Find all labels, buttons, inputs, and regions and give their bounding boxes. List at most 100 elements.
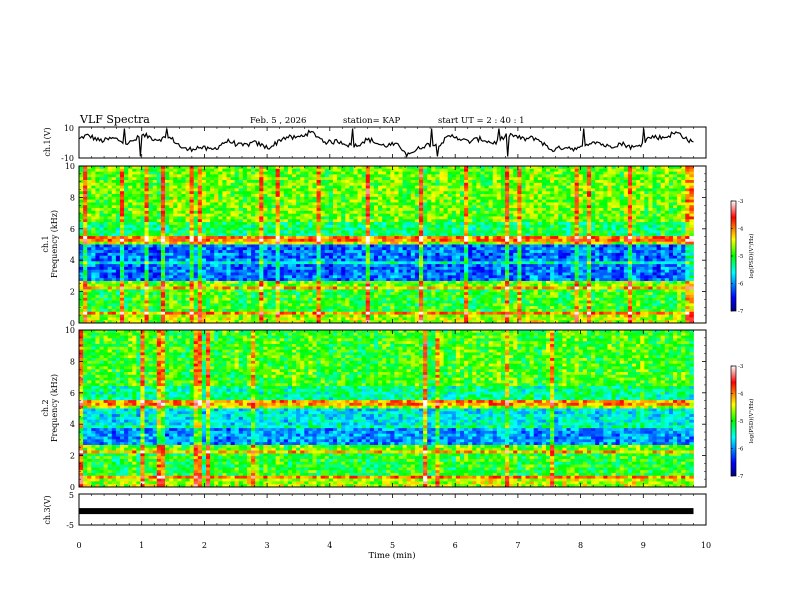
spectrogram-cell [386, 202, 391, 206]
spectrogram-cell [648, 227, 653, 231]
spectrogram-cell [103, 208, 109, 212]
spectrogram-cell [316, 216, 322, 220]
spectrogram-cell [500, 216, 506, 220]
spectrogram-cell [582, 219, 588, 223]
spectrogram-cell [554, 238, 559, 243]
spectrogram-cell [615, 233, 621, 237]
spectrogram-cell [222, 177, 227, 181]
spectrogram-cell [292, 216, 297, 220]
spectrogram-cell [357, 196, 363, 201]
spectrogram-cell [603, 202, 608, 206]
spectrogram-cell [525, 180, 531, 184]
spectrogram-cell [275, 241, 281, 245]
spectrogram-cell [124, 213, 129, 217]
spectrogram-cell [353, 244, 358, 248]
spectrogram-cell [263, 222, 268, 226]
spectrogram-cell [189, 188, 195, 192]
spectrogram-cell [562, 238, 567, 243]
spectrogram-cell [226, 216, 231, 220]
spectrogram-cell [304, 210, 309, 215]
spectrogram-cell [640, 222, 645, 226]
spectrogram-cell [689, 171, 694, 175]
spectrogram-cell [165, 227, 170, 231]
spectrogram-cell [451, 216, 457, 220]
spectrogram-cell [83, 177, 88, 181]
spectrogram-cell [275, 196, 281, 201]
spectrogram-cell [402, 196, 408, 201]
spectrogram-cell [242, 216, 248, 220]
spectrogram-cell [558, 205, 563, 209]
spectrogram-cell [320, 177, 326, 181]
spectrogram-cell [287, 222, 293, 226]
spectrogram-cell [644, 205, 649, 209]
spectrogram-cell [300, 252, 305, 257]
spectrogram-cell [197, 194, 203, 198]
spectrogram-cell [144, 177, 150, 181]
spectrogram-cell [468, 171, 473, 175]
spectrogram-cell [197, 238, 203, 243]
spectrogram-cell [300, 202, 305, 206]
spectrogram-cell [500, 219, 506, 223]
spectrogram-cell [419, 208, 424, 212]
spectrogram-cell [554, 216, 559, 220]
spectrogram-cell [382, 208, 387, 212]
spectrogram-cell [378, 185, 383, 189]
spectrogram-cell [349, 244, 354, 248]
spectrogram-cell [558, 241, 563, 245]
spectrogram-cell [87, 199, 92, 203]
spectrogram-cell [672, 196, 678, 201]
spectrogram-cell [541, 238, 547, 243]
spectrogram-cell [550, 171, 555, 175]
spectrogram-cell [636, 168, 641, 172]
spectrogram-cell [332, 188, 338, 192]
spectrogram-cell [615, 171, 621, 175]
spectrogram-cell [513, 224, 518, 229]
spectrogram-cell [632, 233, 637, 237]
spectrogram-cell [115, 224, 121, 229]
spectrogram-cell [361, 255, 367, 259]
spectrogram-cell [341, 230, 346, 234]
spectrogram-cell [537, 185, 543, 189]
spectrogram-cell [578, 238, 584, 243]
spectrogram-cell [435, 250, 440, 254]
spectrogram-cell [574, 185, 580, 189]
spectrogram-cell [550, 194, 555, 198]
spectrogram-cell [414, 230, 420, 234]
spectrogram-cell [541, 174, 547, 178]
spectrogram-cell [636, 238, 641, 243]
spectrogram-cell [361, 191, 367, 195]
spectrogram-cell [349, 194, 354, 198]
spectrogram-cell [173, 210, 178, 215]
spectrogram-cell [304, 227, 309, 231]
spectrogram-cell [677, 194, 682, 198]
spectrogram-cell [472, 182, 477, 187]
spectrogram-cell [132, 233, 137, 237]
spectrogram-cell [296, 227, 301, 231]
spectrogram-cell [632, 252, 637, 257]
spectrogram-cell [189, 171, 195, 175]
spectrogram-cell [169, 168, 174, 172]
spectrogram-cell [488, 185, 494, 189]
spectrogram-cell [640, 180, 645, 184]
spectrogram-cell [529, 210, 535, 215]
spectrogram-cell [619, 230, 625, 234]
spectrogram-cell [353, 230, 358, 234]
spectrogram-cell [640, 224, 645, 229]
spectrogram-cell [521, 174, 526, 178]
spectrogram-cell [394, 236, 399, 240]
spectrogram-cell [681, 213, 686, 217]
spectrogram-cell [419, 205, 424, 209]
spectrogram-cell [222, 230, 227, 234]
spectrogram-cell [570, 196, 576, 201]
spectrogram-cell [369, 230, 375, 234]
spectrogram-cell [439, 241, 444, 245]
spectrogram-cell [181, 244, 186, 248]
spectrogram-cell [410, 208, 416, 212]
spectrogram-cell [447, 224, 453, 229]
spectrogram-cell [509, 219, 514, 223]
spectrogram-cell [517, 247, 522, 251]
spectrogram-cell [378, 199, 383, 203]
spectrogram-cell [226, 230, 231, 234]
spectrogram-cell [681, 252, 686, 257]
spectrogram-cell [423, 174, 428, 178]
